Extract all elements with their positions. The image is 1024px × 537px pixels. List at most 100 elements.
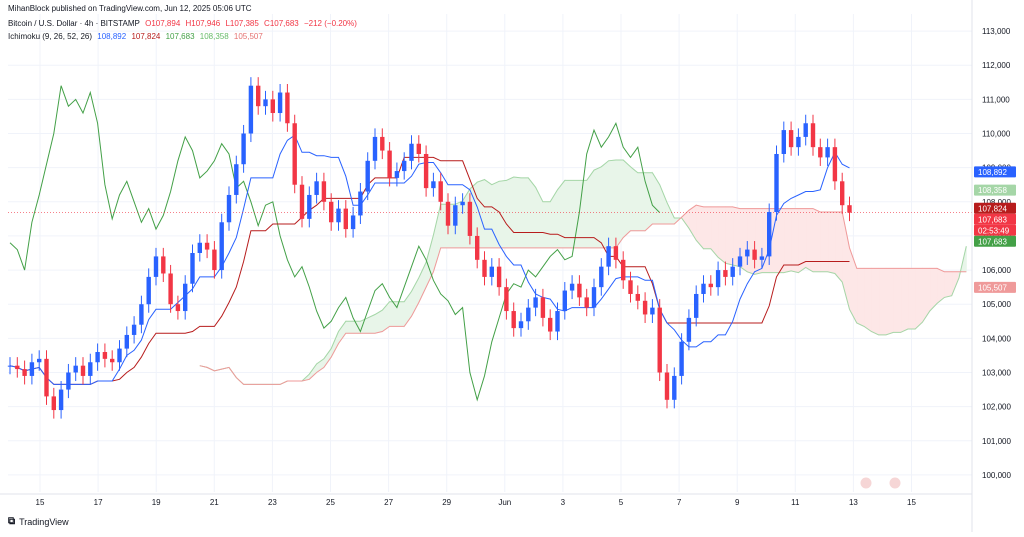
candle-body bbox=[124, 334, 129, 349]
candle-body bbox=[336, 208, 341, 223]
candle-body bbox=[650, 307, 655, 315]
y-tick-label: 103,000 bbox=[982, 369, 1011, 378]
candle-body bbox=[15, 365, 20, 370]
candle-body bbox=[613, 246, 619, 260]
y-tick-label: 101,000 bbox=[982, 437, 1011, 446]
candle-body bbox=[292, 123, 297, 185]
candle-body bbox=[526, 307, 531, 322]
x-tick-label: 25 bbox=[326, 498, 335, 507]
x-tick-label: 29 bbox=[442, 498, 451, 507]
candle-body bbox=[818, 147, 823, 158]
y-tick-label: 100,000 bbox=[982, 471, 1011, 480]
price-badge bbox=[974, 213, 1016, 225]
published-text: MihanBlock published on TradingView.com,… bbox=[8, 4, 252, 13]
price-badge bbox=[974, 235, 1016, 247]
kumo-cloud-segment bbox=[703, 206, 712, 250]
candle-body bbox=[175, 304, 181, 312]
candle-body bbox=[438, 181, 443, 202]
candle-body bbox=[657, 307, 662, 373]
change-value: −212 (−0.20%) bbox=[303, 19, 357, 28]
candle-body bbox=[88, 362, 93, 376]
kumo-cloud-segment bbox=[513, 176, 522, 249]
kumo-cloud-segment bbox=[622, 158, 631, 239]
price-badge-label: 107,683 bbox=[978, 237, 1007, 246]
candle-body bbox=[555, 311, 560, 332]
candle-body bbox=[146, 276, 151, 305]
kumo-cloud-segment bbox=[557, 178, 566, 249]
kumo-cloud-segment bbox=[885, 267, 894, 336]
kumo-cloud-segment bbox=[717, 206, 726, 265]
kumo-cloud-segment bbox=[352, 320, 361, 334]
kumo-cloud-segment bbox=[790, 208, 799, 274]
x-tick-label: 9 bbox=[735, 498, 740, 507]
candle-body bbox=[825, 147, 830, 158]
candle-body bbox=[329, 201, 334, 223]
candle-body bbox=[358, 191, 363, 216]
base-line bbox=[9, 156, 850, 385]
kumo-cloud-segment bbox=[776, 208, 785, 274]
candle-body bbox=[840, 181, 845, 206]
conversion-line bbox=[9, 134, 850, 385]
kumo-cloud-segment bbox=[878, 267, 887, 336]
footer-brand: ⧉ TradingView bbox=[8, 516, 69, 527]
candle-body bbox=[504, 287, 509, 312]
kumo-cloud-segment bbox=[630, 165, 639, 232]
kumo-cloud-segment bbox=[549, 188, 558, 249]
x-tick-label: 3 bbox=[561, 498, 566, 507]
candle-body bbox=[708, 283, 713, 288]
candle-body bbox=[672, 375, 677, 400]
x-tick-label: 11 bbox=[791, 498, 800, 507]
candle-body bbox=[270, 99, 275, 114]
candle-body bbox=[548, 317, 553, 332]
candle-body bbox=[737, 256, 743, 267]
candle-body bbox=[723, 270, 728, 277]
event-icon-2[interactable] bbox=[888, 476, 902, 490]
y-tick-label: 104,000 bbox=[982, 334, 1011, 343]
ich-lagging-value: 107,683 bbox=[165, 32, 195, 41]
x-tick-label: 5 bbox=[619, 498, 624, 507]
kumo-cloud-segment bbox=[827, 211, 836, 275]
candle-body bbox=[715, 270, 721, 288]
candle-body bbox=[66, 372, 71, 390]
candle-body bbox=[219, 222, 224, 271]
kumo-cloud-segment bbox=[615, 159, 624, 250]
x-tick-label: 19 bbox=[152, 498, 161, 507]
kumo-cloud-segment bbox=[637, 172, 646, 232]
candle-body bbox=[752, 249, 757, 260]
kumo-cloud-segment bbox=[870, 267, 880, 336]
candle-body bbox=[584, 297, 589, 308]
candle-body bbox=[131, 324, 137, 335]
candle-body bbox=[767, 212, 772, 257]
y-tick-label: 105,000 bbox=[982, 300, 1011, 309]
candle-body bbox=[153, 256, 159, 277]
symbol-title[interactable]: Bitcoin / U.S. Dollar · 4h · BITSTAMP bbox=[8, 19, 140, 28]
kumo-cloud-segment bbox=[527, 176, 537, 249]
candle-body bbox=[234, 164, 239, 195]
candle-body bbox=[394, 171, 400, 178]
x-tick-label: 17 bbox=[94, 498, 103, 507]
kumo-cloud-segment bbox=[345, 320, 354, 334]
kumo-cloud-segment bbox=[746, 208, 756, 276]
kumo-cloud-segment bbox=[900, 267, 909, 334]
candle-body bbox=[518, 321, 524, 329]
event-icon-1[interactable] bbox=[859, 476, 873, 490]
candle-body bbox=[402, 160, 407, 172]
price-badge bbox=[974, 281, 1016, 293]
kumo-cloud-segment bbox=[418, 262, 427, 303]
symbol-line: Bitcoin / U.S. Dollar · 4h · BITSTAMP O1… bbox=[8, 19, 360, 28]
kumo-cloud-segment bbox=[608, 159, 617, 249]
price-badge bbox=[974, 184, 1016, 196]
candle-body bbox=[533, 297, 538, 308]
candle-body bbox=[22, 369, 27, 376]
candle-body bbox=[51, 396, 56, 411]
candle-body bbox=[204, 242, 210, 250]
candle-body bbox=[321, 181, 327, 202]
low-value: L107,385 bbox=[225, 19, 259, 28]
brand-text: TradingView bbox=[19, 516, 69, 527]
candle-body bbox=[832, 147, 838, 182]
candle-body bbox=[686, 317, 692, 342]
kumo-cloud-segment bbox=[586, 168, 595, 249]
ichimoku-label[interactable]: Ichimoku (9, 26, 52, 26) bbox=[8, 32, 93, 41]
